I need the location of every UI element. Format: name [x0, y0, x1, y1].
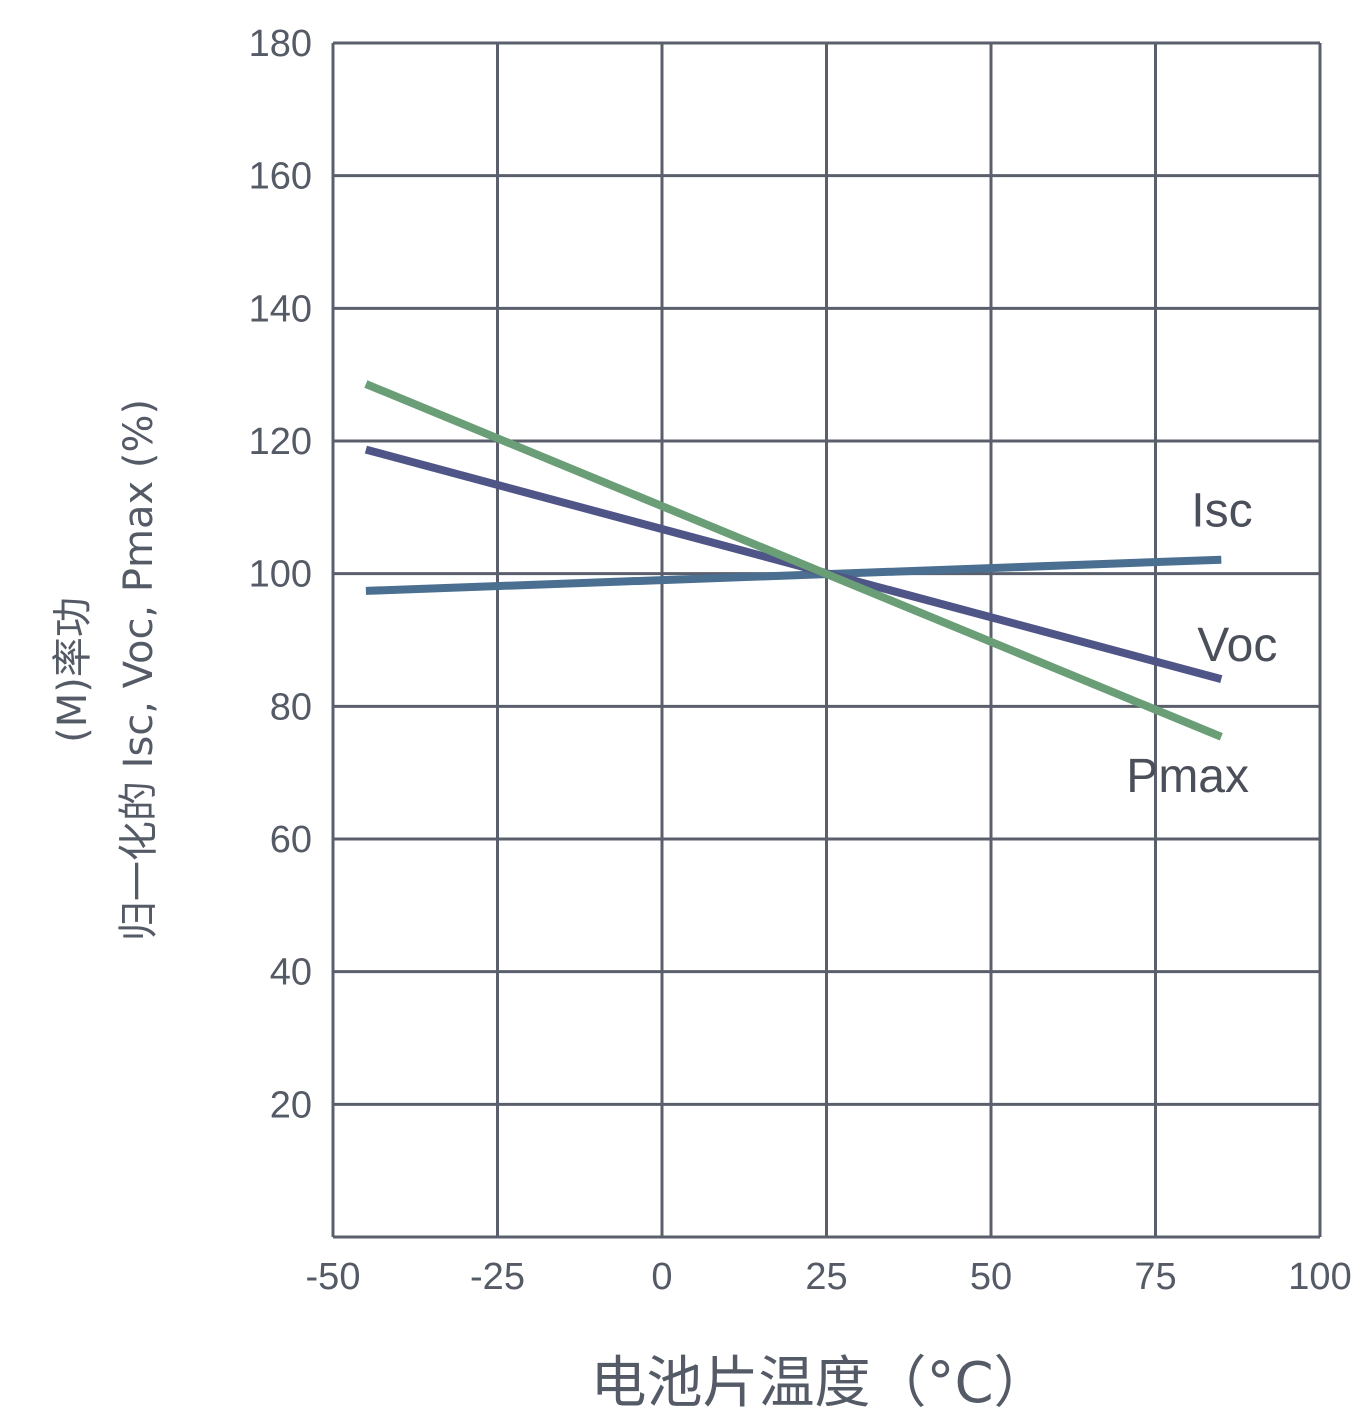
- series-lines: [364, 380, 1223, 741]
- x-tick-label: 75: [1134, 1256, 1176, 1298]
- x-axis-title: 电池片温度（°C）: [590, 1351, 1049, 1416]
- x-tick-label: 25: [805, 1256, 847, 1298]
- x-tick-label: 0: [651, 1256, 672, 1298]
- y-tick-label: 20: [270, 1084, 312, 1126]
- x-tick-labels: -50 -25 0 25 50 75 100: [306, 1256, 1352, 1298]
- y-tick-label: 80: [270, 686, 312, 728]
- series-label-pmax: Pmax: [1126, 750, 1249, 803]
- x-tick-label: 100: [1288, 1256, 1351, 1298]
- y-tick-labels: 20 40 60 80 100 120 140 160 180: [249, 23, 312, 1126]
- y-tick-label: 180: [249, 23, 312, 65]
- series-line-pmax: [364, 380, 1223, 741]
- y-tick-label: 160: [249, 156, 312, 198]
- y-axis-title-line1: 归一化的 Isc, Voc, Pmax (%): [116, 399, 162, 941]
- x-tick-label: -25: [470, 1256, 525, 1298]
- y-axis-title-line2: (M)率功: [50, 597, 96, 743]
- series-labels: Isc Voc Pmax: [1126, 485, 1277, 803]
- y-tick-label: 40: [270, 952, 312, 994]
- series-label-voc: Voc: [1197, 619, 1277, 672]
- y-tick-label: 120: [249, 421, 312, 463]
- x-tick-label: 50: [970, 1256, 1012, 1298]
- series-label-isc: Isc: [1191, 485, 1252, 538]
- y-tick-label: 60: [270, 819, 312, 861]
- grid: [331, 41, 1322, 1239]
- x-tick-label: -50: [306, 1256, 361, 1298]
- y-tick-label: 100: [249, 554, 312, 596]
- series-line-isc: [365, 555, 1222, 595]
- y-tick-label: 140: [249, 288, 312, 330]
